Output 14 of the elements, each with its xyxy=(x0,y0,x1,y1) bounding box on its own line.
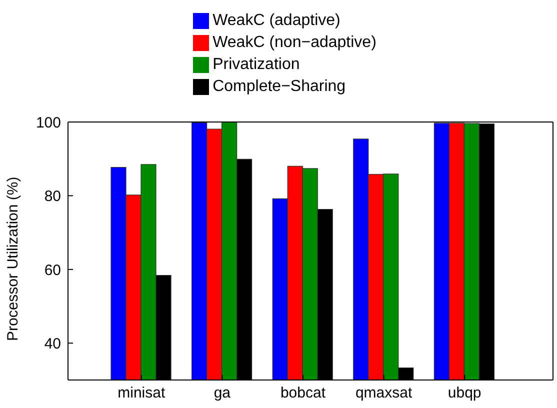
legend-label: WeakC (non−adaptive) xyxy=(212,34,376,51)
legend-label: WeakC (adaptive) xyxy=(212,12,340,29)
x-tick-label: ubqp xyxy=(448,384,482,402)
legend-label: Complete−Sharing xyxy=(212,78,346,95)
y-tick-label: 100 xyxy=(36,114,61,132)
y-axis-title: Processor Utilization (%) xyxy=(4,176,22,341)
x-tick-label: bobcat xyxy=(280,384,326,402)
y-tick-label: 40 xyxy=(44,335,61,352)
legend-label: Privatization xyxy=(212,56,300,73)
x-tick-label: ga xyxy=(214,384,232,402)
y-tick-label: 60 xyxy=(44,262,61,279)
x-tick-label: minisat xyxy=(118,384,166,402)
y-tick-label: 80 xyxy=(44,188,61,206)
x-tick-label: qmaxsat xyxy=(355,384,413,402)
